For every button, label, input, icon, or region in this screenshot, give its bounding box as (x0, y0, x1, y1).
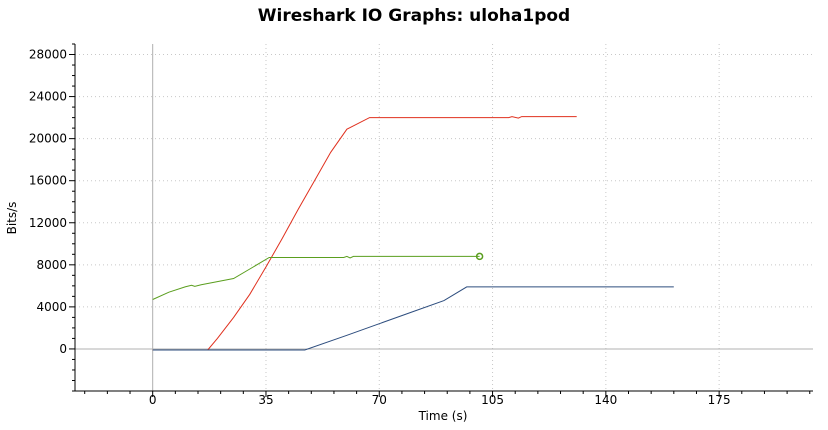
series-end-marker (475, 252, 484, 261)
x-axis-label: Time (s) (418, 409, 468, 423)
y-tick-label: 24000 (29, 90, 67, 104)
axes: 0 4000 8000 12000 16000 20000 24000 28000 0 35 70 1… (29, 43, 813, 407)
series-line-2 (152, 255, 480, 300)
y-axis-label: Bits/s (5, 202, 19, 235)
y-tick-label: 16000 (29, 174, 67, 188)
x-tick-label: 0 (149, 393, 157, 407)
y-tick-label: 28000 (29, 48, 67, 62)
x-tick-label: 140 (594, 393, 617, 407)
series-line-3 (152, 286, 674, 351)
x-tick-label: 105 (481, 393, 504, 407)
y-tick-label: 0 (59, 342, 67, 356)
x-tick-label: 35 (258, 393, 273, 407)
series-layer (152, 116, 674, 351)
y-tick-label: 4000 (36, 300, 67, 314)
y-tick-label: 12000 (29, 216, 67, 230)
x-tick-label: 70 (372, 393, 387, 407)
y-tick-label: 8000 (36, 258, 67, 272)
y-tick-label: 20000 (29, 132, 67, 146)
series-line-1 (152, 116, 577, 351)
chart-title: Wireshark IO Graphs: uloha1pod (258, 6, 570, 26)
grid-lines (75, 44, 813, 391)
x-tick-label: 175 (708, 393, 731, 407)
